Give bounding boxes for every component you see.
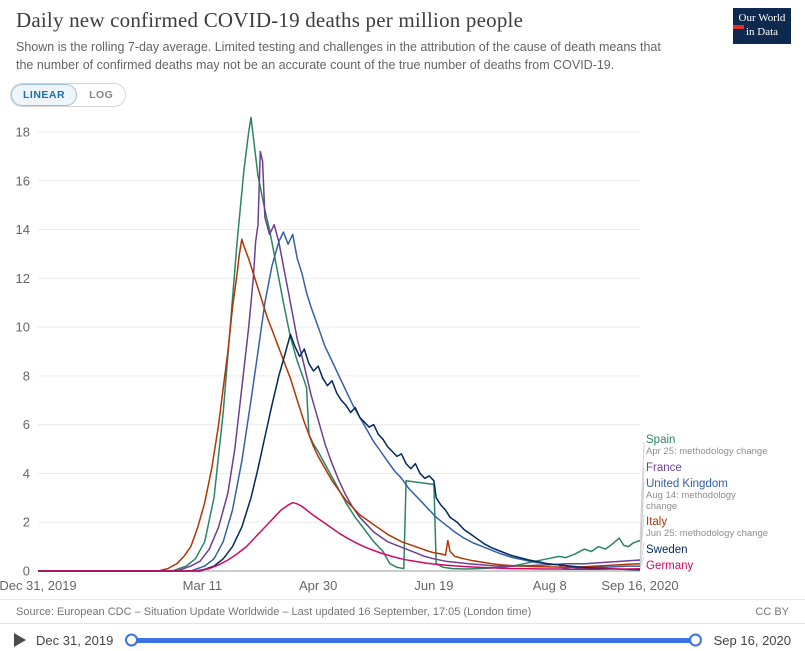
legend-note-italy: Jun 25: methodology change: [646, 528, 769, 540]
legend-entry-spain[interactable]: Spain: [646, 434, 676, 447]
x-tick-label: Mar 11: [183, 578, 223, 593]
linear-button[interactable]: LINEAR: [11, 84, 78, 107]
y-tick-label: 0: [23, 564, 30, 579]
timeline-start-label: Dec 31, 2019: [36, 632, 114, 648]
timeline-slider-track[interactable]: [125, 633, 702, 647]
timeline-handle-end[interactable]: [688, 633, 702, 647]
timeline-end-label: Sep 16, 2020: [713, 632, 791, 648]
legend-connector: [639, 442, 645, 541]
series-line-france[interactable]: [38, 151, 641, 572]
log-button[interactable]: LOG: [77, 84, 126, 107]
chart-legend: Spain Apr 25: methodology change France Uni…: [646, 430, 804, 572]
license-link[interactable]: CC BY: [755, 605, 789, 618]
chart-svg[interactable]: 0 2 4 6 8 10 12 14 16 18 Dec 31, 2019 Mar 11 Apr 30 J…: [0, 109, 805, 599]
legend-entry-germany[interactable]: Germany: [646, 559, 694, 572]
header: Daily new confirmed COVID-19 deaths per …: [0, 0, 805, 74]
y-tick-label: 12: [16, 271, 30, 286]
y-tick-label: 2: [23, 515, 30, 530]
legend-note-united-kingdom: Aug 14: methodology change: [646, 489, 736, 513]
y-tick-label: 18: [16, 125, 30, 140]
scale-toggle: LINEAR LOG: [10, 83, 789, 108]
y-tick-label: 8: [23, 369, 30, 384]
logo-line1: Our World: [738, 12, 786, 24]
legend-connector: [639, 557, 645, 570]
chart-area: 0 2 4 6 8 10 12 14 16 18 Dec 31, 2019 Mar 11 Apr 30 J…: [0, 109, 805, 599]
x-tick-label: Dec 31, 2019: [0, 578, 77, 593]
legend-note-spain: Apr 25: methodology change: [646, 446, 768, 458]
x-tick-label: Jun 19: [414, 578, 453, 593]
play-button[interactable]: [14, 633, 26, 648]
timeline-bar: Dec 31, 2019 Sep 16, 2020: [0, 623, 805, 651]
series-line-italy[interactable]: [38, 238, 641, 572]
y-tick-label: 6: [23, 417, 30, 432]
source-text: Source: European CDC – Situation Update …: [16, 605, 532, 618]
legend-entry-sweden[interactable]: Sweden: [646, 543, 688, 556]
owid-logo[interactable]: Our World in Data: [733, 8, 791, 44]
y-tick-label: 14: [16, 222, 30, 237]
series-line-united-kingdom[interactable]: [38, 231, 640, 572]
legend-entry-italy[interactable]: Italy: [646, 516, 668, 529]
timeline-handle-start[interactable]: [125, 633, 139, 647]
y-tick-label: 10: [16, 320, 30, 335]
y-tick-label: 4: [23, 466, 30, 481]
x-tick-label: Sep 16, 2020: [601, 578, 678, 593]
x-tick-label: Apr 30: [299, 578, 337, 593]
logo-line2: in Data: [745, 25, 779, 38]
page-subtitle: Shown is the rolling 7-day average. Limi…: [16, 40, 661, 73]
series-line-spain[interactable]: [38, 116, 641, 572]
page-title: Daily new confirmed COVID-19 deaths per …: [16, 8, 524, 32]
logo-accent-bar: [733, 25, 744, 29]
x-tick-label: Aug 8: [533, 578, 567, 593]
series-line-sweden[interactable]: [38, 333, 641, 572]
legend-entry-united-kingdom[interactable]: United Kingdom: [646, 477, 728, 490]
legend-connector: [639, 515, 645, 564]
legend-connector: [639, 542, 645, 571]
y-tick-label: 16: [16, 174, 30, 189]
footer: Source: European CDC – Situation Update …: [0, 599, 805, 623]
series-line-germany[interactable]: [38, 502, 641, 572]
legend-entry-france[interactable]: France: [646, 461, 682, 474]
